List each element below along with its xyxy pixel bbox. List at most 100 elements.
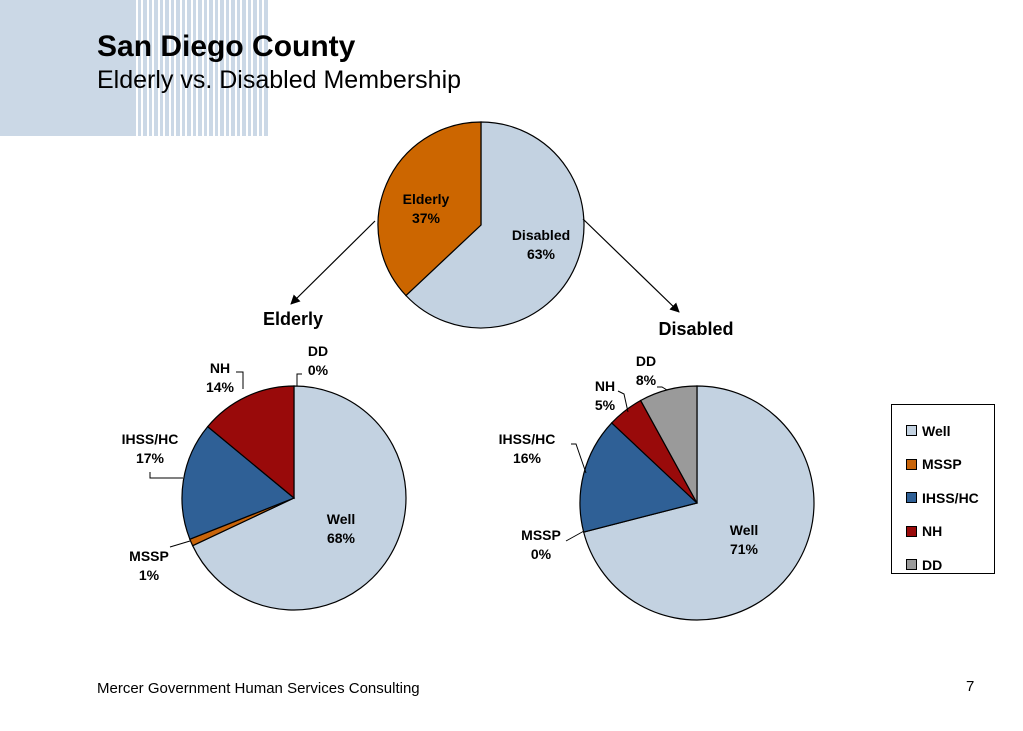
decor-stripe [231, 0, 235, 136]
decor-stripe [149, 0, 152, 136]
slide-subtitle: Elderly vs. Disabled Membership [97, 66, 462, 94]
decor-stripe [242, 0, 246, 136]
decor-stripe [226, 0, 229, 136]
data-label-well: Well 68% [327, 511, 356, 546]
chart-title-elderly: Elderly [263, 309, 323, 329]
decor-stripe [187, 0, 191, 136]
data-label-elderly: Elderly 37% [403, 191, 450, 226]
arrow-to-disabled [582, 218, 680, 313]
data-label-value: 0% [308, 362, 329, 378]
pie-slice-disabled [405, 121, 585, 329]
decor-stripe [154, 0, 158, 136]
data-label-value: 63% [527, 246, 556, 262]
leader-line-nh [236, 371, 244, 389]
decor-stripe [237, 0, 240, 136]
data-label-dd: DD 8% [636, 353, 657, 388]
legend-item-ihss-hc: IHSS/HC [892, 481, 994, 515]
legend-label-nh: NH [922, 523, 943, 540]
footer-text: Mercer Government Human Services Consult… [97, 680, 420, 697]
legend-item-nh: NH [892, 515, 994, 549]
data-label-value: 68% [327, 530, 356, 546]
decor-stripe [143, 0, 147, 136]
data-label-nh: NH 5% [595, 378, 616, 413]
leader-line-dd [296, 373, 302, 386]
chart-title-disabled: Disabled [658, 319, 733, 339]
legend-swatch-mssp [906, 458, 917, 470]
data-label-category: DD [636, 353, 656, 369]
decor-stripe [248, 0, 251, 136]
pie-slice-well [191, 385, 407, 611]
legend-swatch-well [906, 425, 917, 437]
pie-slice-ihss-hc [579, 422, 699, 533]
leader-line-ihss-hc [571, 443, 587, 474]
data-label-category: Disabled [512, 227, 570, 243]
legend-label-mssp: MSSP [922, 456, 962, 473]
chart-legend: Well MSSP IHSS/HC NH DD [891, 404, 995, 574]
leader-line-mssp [169, 540, 191, 548]
arrow-to-elderly [290, 220, 376, 305]
pie-slice-well [582, 385, 815, 621]
decor-stripe [209, 0, 213, 136]
decor-stripe [138, 0, 141, 136]
data-label-well: Well 71% [730, 522, 759, 557]
page-number: 7 [966, 678, 975, 695]
legend-item-dd: DD [892, 548, 994, 582]
data-label-disabled: Disabled 63% [512, 227, 570, 262]
leader-line-mssp [565, 530, 585, 542]
legend-swatch-dd [906, 559, 917, 571]
legend-swatch-ihss-hc [906, 492, 917, 504]
data-label-ihss-hc: IHSS/HC 16% [499, 431, 556, 466]
pie-slice-nh [206, 385, 295, 500]
slide-title: San Diego County [97, 30, 356, 63]
data-label-category: MSSP [521, 527, 561, 543]
legend-label-dd: DD [922, 556, 943, 573]
decorative-stripes [0, 0, 268, 136]
data-label-mssp: MSSP 0% [521, 527, 561, 562]
data-label-category: NH [595, 378, 615, 394]
data-label-nh: NH 14% [206, 360, 235, 395]
data-label-category: Well [730, 522, 759, 538]
leader-line-nh [617, 390, 629, 413]
data-label-category: NH [210, 360, 230, 376]
data-label-category: IHSS/HC [499, 431, 556, 447]
data-label-dd: DD 0% [308, 343, 329, 378]
data-label-ihss-hc: IHSS/HC 17% [122, 431, 179, 466]
decor-block [0, 0, 136, 136]
data-label-value: 71% [730, 541, 759, 557]
decor-stripe [165, 0, 169, 136]
data-label-value: 8% [636, 372, 657, 388]
decor-stripe [171, 0, 174, 136]
legend-label-well: Well [922, 422, 951, 439]
decor-stripe [204, 0, 207, 136]
legend-swatch-nh [906, 525, 917, 537]
data-label-mssp: MSSP 1% [129, 548, 169, 583]
data-label-value: 5% [595, 397, 616, 413]
pie-slice-elderly [377, 121, 482, 297]
pie-chart-elderly: Well 68% MSSP 1% IHSS/HC 17% NH 14% DD 0% Elderly [122, 309, 407, 611]
pie-slice-ihss-hc [181, 425, 296, 541]
data-label-category: DD [308, 343, 328, 359]
data-label-value: 14% [206, 379, 235, 395]
data-label-value: 16% [513, 450, 542, 466]
data-label-category: Elderly [403, 191, 450, 207]
legend-label-ihss-hc: IHSS/HC [922, 489, 979, 506]
data-label-category: Well [327, 511, 356, 527]
decor-stripe [198, 0, 202, 136]
pie-chart-overall: Disabled 63% Elderly 37% [377, 121, 585, 329]
data-label-category: MSSP [129, 548, 169, 564]
leader-line-ihss-hc [149, 472, 183, 479]
leader-line-dd [657, 386, 668, 391]
decor-stripe [253, 0, 257, 136]
legend-item-mssp: MSSP [892, 448, 994, 482]
decor-stripe [182, 0, 185, 136]
decor-stripe [176, 0, 180, 136]
pie-slice-dd [639, 385, 698, 504]
data-label-category: IHSS/HC [122, 431, 179, 447]
data-label-value: 37% [412, 210, 441, 226]
decor-stripe [264, 0, 268, 136]
data-label-value: 1% [139, 567, 160, 583]
decor-stripe [193, 0, 196, 136]
decor-stripe [160, 0, 163, 136]
decor-stripe [220, 0, 224, 136]
